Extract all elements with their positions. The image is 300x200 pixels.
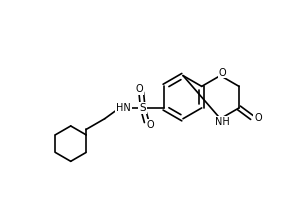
Text: NH: NH [215,117,230,127]
Text: HN: HN [116,103,131,113]
Text: O: O [219,68,226,78]
Text: O: O [147,120,154,130]
Text: O: O [135,84,143,94]
Text: S: S [140,103,146,113]
Text: O: O [254,113,262,123]
